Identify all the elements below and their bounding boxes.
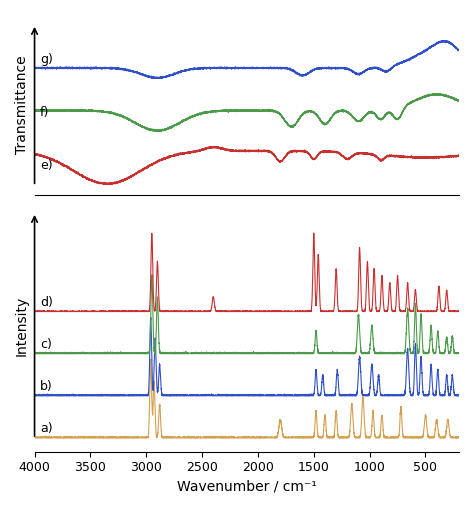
- Y-axis label: Intensity: Intensity: [15, 295, 29, 356]
- Text: f): f): [40, 106, 49, 119]
- X-axis label: Wavenumber / cm⁻¹: Wavenumber / cm⁻¹: [177, 480, 317, 494]
- Text: b): b): [40, 380, 53, 393]
- Text: g): g): [40, 53, 53, 66]
- Text: c): c): [40, 338, 52, 351]
- Text: a): a): [40, 422, 53, 435]
- Text: d): d): [40, 296, 53, 309]
- Y-axis label: Transmittance: Transmittance: [15, 56, 29, 154]
- Text: e): e): [40, 159, 53, 172]
